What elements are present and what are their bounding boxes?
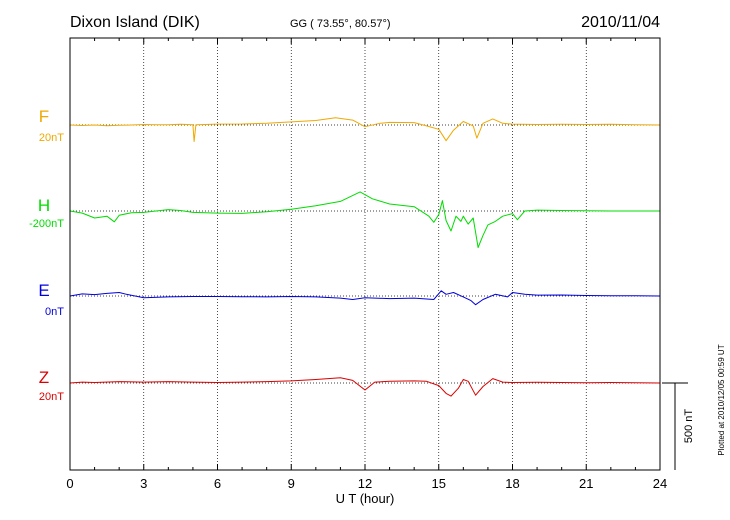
series-label-H: H [38, 196, 50, 215]
series-trace-Z [69, 377, 661, 397]
x-axis-ticks: 0 3 6 9 12 15 18 21 24 [66, 38, 667, 491]
series-labels: F 20nT H -200nT E 0nT Z 20nT [29, 107, 64, 403]
x-tick-label-9: 9 [288, 476, 295, 491]
series-label-E: E [38, 281, 49, 300]
x-tick-label-24: 24 [653, 476, 667, 491]
geo-coordinates: GG ( 73.55°, 80.57°) [290, 18, 391, 30]
series-baseline-label-H: -200nT [29, 218, 64, 230]
scale-bar-label: 500 nT [683, 409, 695, 444]
x-tick-label-0: 0 [66, 476, 73, 491]
x-tick-label-18: 18 [505, 476, 519, 491]
series-baseline-label-F: 20nT [39, 132, 64, 144]
plot-date: 2010/11/04 [581, 14, 660, 31]
x-tick-label-3: 3 [140, 476, 147, 491]
series-trace-H [69, 191, 660, 248]
series-trace-F [69, 117, 661, 142]
grid-lines [70, 38, 660, 470]
series-label-F: F [39, 107, 49, 126]
series-trace-E [69, 290, 661, 306]
series-traces [69, 117, 661, 397]
x-tick-label-21: 21 [579, 476, 593, 491]
x-tick-label-6: 6 [214, 476, 221, 491]
station-title: Dixon Island (DIK) [70, 14, 200, 31]
plotted-at-note: Plotted at 2010/12/05 00:59 UT [717, 344, 726, 455]
series-label-Z: Z [39, 368, 49, 387]
x-axis-label: U T (hour) [336, 491, 395, 506]
x-tick-label-12: 12 [358, 476, 372, 491]
series-baseline-label-Z: 20nT [39, 391, 64, 403]
x-tick-label-15: 15 [432, 476, 446, 491]
scale-bar: 500 nT [662, 382, 695, 470]
series-baseline-label-E: 0nT [45, 306, 64, 318]
